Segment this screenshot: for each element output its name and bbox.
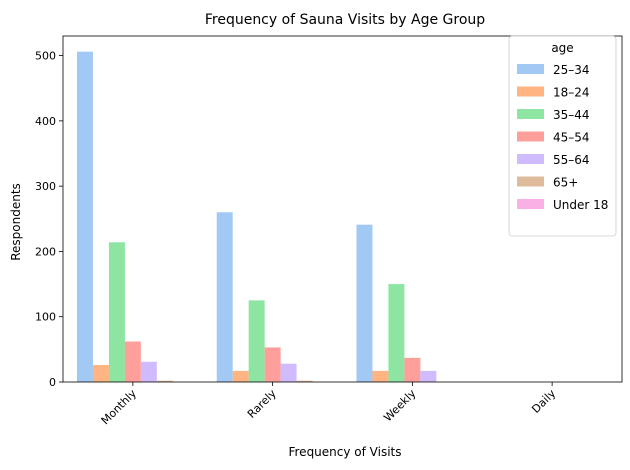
bar-18–24-Weekly (372, 370, 389, 382)
plot-area (62, 35, 623, 383)
legend-label: 65+ (553, 176, 578, 190)
legend-swatch (517, 154, 544, 164)
legend-swatch (517, 176, 544, 187)
x-tick-label: Daily (529, 387, 558, 416)
y-axis-label: Respondents (9, 183, 23, 261)
legend-swatch (517, 64, 544, 74)
legend-label: 45–54 (553, 131, 590, 145)
plot-frame (62, 35, 623, 383)
bar-18–24-Monthly (92, 365, 109, 382)
y-tick-label: 100 (35, 311, 56, 324)
bar-35–44-Rarely (248, 300, 265, 382)
bar-35–44-Monthly (108, 242, 125, 382)
bar-18–24-Rarely (232, 370, 249, 382)
legend-label: 18–24 (553, 86, 590, 100)
x-axis: Monthly Rarely Weekly Daily (99, 382, 559, 427)
bar-55–64-Rarely (280, 363, 297, 382)
legend-title: age (551, 41, 573, 55)
bar-25–34-Weekly (356, 224, 373, 382)
y-axis: 0 100 200 300 400 500 (35, 50, 63, 389)
y-tick-label: 500 (35, 50, 56, 63)
legend-label: 25–34 (553, 63, 590, 77)
bar-25–34-Monthly (76, 51, 93, 383)
legend-label: 35–44 (553, 108, 590, 122)
x-tick-label: Monthly (99, 387, 140, 428)
legend-swatch (517, 109, 544, 119)
legend-label: Under 18 (553, 198, 608, 212)
y-tick-label: 200 (35, 245, 56, 258)
y-tick-label: 300 (35, 180, 56, 193)
bar-65+-Rarely (296, 380, 313, 382)
bar-45–54-Rarely (264, 347, 281, 382)
legend-swatch (517, 199, 544, 209)
y-tick-label: 0 (49, 376, 56, 389)
legend-label: 55–64 (553, 153, 590, 167)
bar-55–64-Weekly (420, 370, 437, 382)
legend-swatch (517, 131, 544, 142)
bar-65+-Monthly (156, 380, 173, 382)
legend: age 25–34 18–24 35–44 45–54 55–64 65+ Under 18 (508, 35, 617, 237)
chart-title: Frequency of Sauna Visits by Age Group (205, 12, 485, 28)
bar-55–64-Monthly (140, 361, 157, 382)
bar-45–54-Monthly (124, 341, 141, 382)
bar-25–34-Rarely (216, 212, 233, 382)
x-tick-label: Weekly (381, 387, 419, 425)
y-tick-label: 400 (35, 115, 56, 128)
x-tick-label: Rarely (245, 387, 279, 421)
bar-35–44-Weekly (388, 284, 405, 382)
x-axis-label: Frequency of Visits (288, 445, 401, 459)
bar-45–54-Weekly (404, 357, 421, 382)
legend-swatch (517, 86, 544, 97)
